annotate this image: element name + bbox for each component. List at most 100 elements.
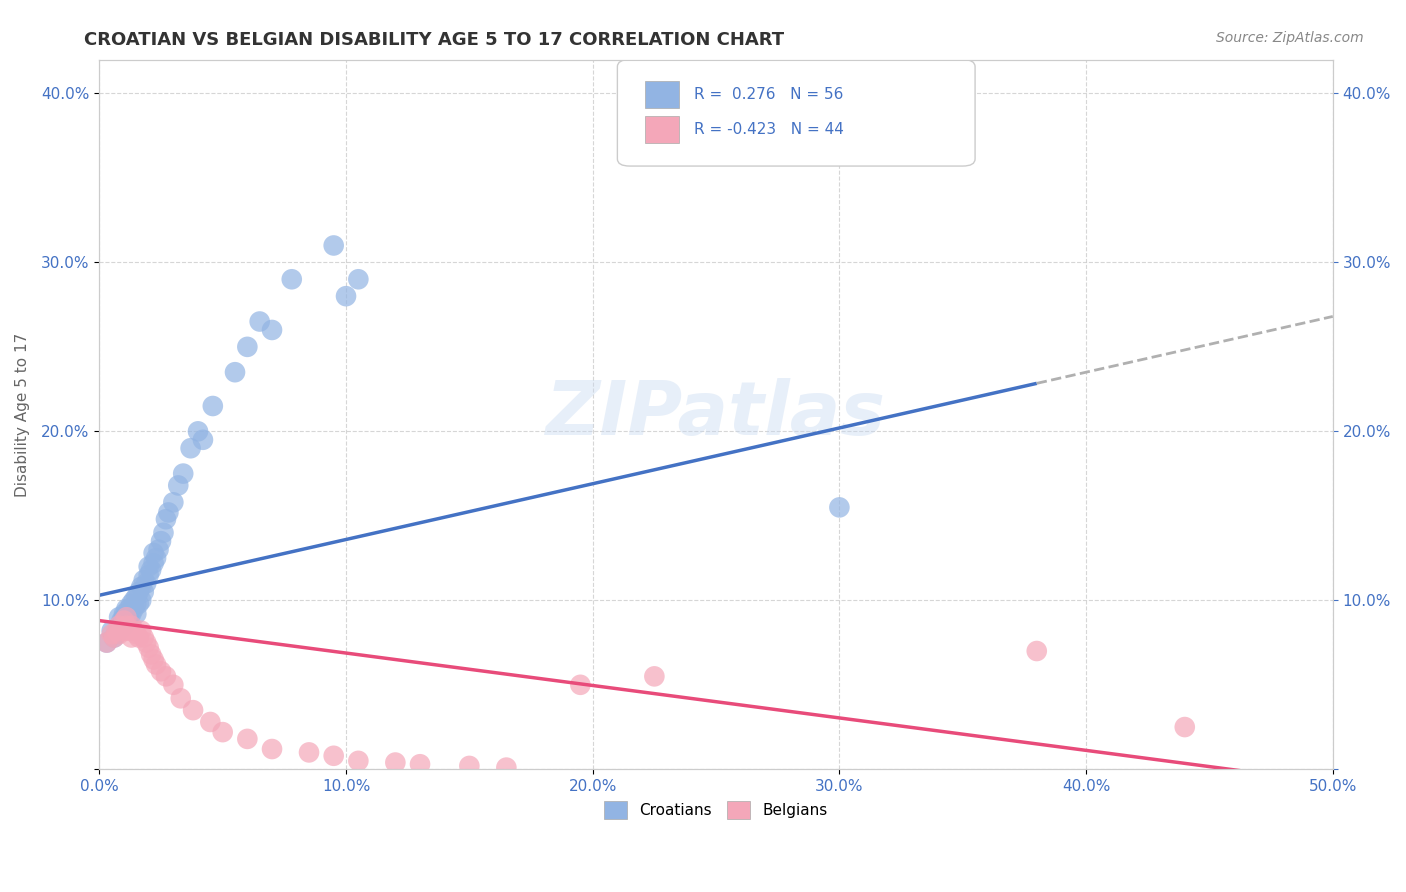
Point <box>347 272 370 286</box>
Point <box>108 624 131 638</box>
Y-axis label: Disability Age 5 to 17: Disability Age 5 to 17 <box>15 333 30 497</box>
Point <box>335 289 357 303</box>
Point <box>152 525 174 540</box>
Point <box>142 546 165 560</box>
Point <box>162 678 184 692</box>
Point <box>201 399 224 413</box>
Point <box>125 597 148 611</box>
Point <box>155 669 177 683</box>
Point <box>128 585 150 599</box>
Point <box>132 585 155 599</box>
Point <box>145 551 167 566</box>
Point <box>122 593 145 607</box>
Point <box>298 746 321 760</box>
Point <box>132 631 155 645</box>
Point <box>1025 644 1047 658</box>
FancyBboxPatch shape <box>644 116 679 144</box>
Point <box>129 593 152 607</box>
Point <box>150 665 173 679</box>
Point <box>139 648 162 662</box>
Text: R =  0.276   N = 56: R = 0.276 N = 56 <box>693 87 844 102</box>
Point <box>103 631 125 645</box>
Point <box>138 568 160 582</box>
Point <box>236 340 259 354</box>
Point <box>125 590 148 604</box>
Point <box>108 610 131 624</box>
Point <box>157 506 180 520</box>
Point <box>828 500 851 515</box>
Point <box>1174 720 1197 734</box>
Point <box>115 618 138 632</box>
Point <box>110 618 132 632</box>
Point <box>96 635 118 649</box>
Point <box>120 631 142 645</box>
Point <box>125 607 148 621</box>
Text: Source: ZipAtlas.com: Source: ZipAtlas.com <box>1216 31 1364 45</box>
Point <box>187 425 209 439</box>
Point <box>120 607 142 621</box>
Point <box>135 635 157 649</box>
Point <box>105 627 128 641</box>
Point <box>167 478 190 492</box>
Point <box>118 610 141 624</box>
Point <box>115 601 138 615</box>
Point <box>142 556 165 570</box>
Point <box>347 754 370 768</box>
Point <box>139 563 162 577</box>
Point <box>112 607 135 621</box>
Point <box>100 627 122 641</box>
Point <box>384 756 406 770</box>
Point <box>128 631 150 645</box>
Point <box>125 627 148 641</box>
Point <box>110 622 132 636</box>
Point <box>569 678 592 692</box>
Point <box>103 631 125 645</box>
Point <box>172 467 194 481</box>
Point <box>162 495 184 509</box>
Point <box>108 618 131 632</box>
Point <box>211 725 233 739</box>
Point <box>180 442 202 456</box>
Point <box>118 624 141 638</box>
Point <box>224 365 246 379</box>
Point <box>112 614 135 628</box>
Point <box>120 618 142 632</box>
Legend: Croatians, Belgians: Croatians, Belgians <box>598 795 834 825</box>
Point <box>409 757 432 772</box>
FancyBboxPatch shape <box>617 60 976 166</box>
Point <box>135 576 157 591</box>
Point <box>643 669 665 683</box>
Point <box>181 703 204 717</box>
Point <box>118 601 141 615</box>
Point <box>115 614 138 628</box>
Point <box>129 580 152 594</box>
Point <box>145 657 167 672</box>
Point <box>249 314 271 328</box>
Point <box>281 272 304 286</box>
Point <box>110 614 132 628</box>
Point <box>120 597 142 611</box>
Point <box>132 573 155 587</box>
Point <box>138 640 160 655</box>
Text: ZIPatlas: ZIPatlas <box>546 378 886 451</box>
Point <box>112 624 135 638</box>
Point <box>105 624 128 638</box>
Point <box>260 742 283 756</box>
Point <box>322 748 344 763</box>
Point <box>115 610 138 624</box>
Point <box>495 761 517 775</box>
Point <box>112 618 135 632</box>
Point <box>122 601 145 615</box>
Point <box>170 691 193 706</box>
Point <box>129 624 152 638</box>
Point <box>155 512 177 526</box>
Point <box>100 624 122 638</box>
Point <box>142 652 165 666</box>
Point <box>112 610 135 624</box>
Point <box>458 759 481 773</box>
Text: R = -0.423   N = 44: R = -0.423 N = 44 <box>693 122 844 137</box>
Point <box>260 323 283 337</box>
Point <box>148 542 170 557</box>
Point <box>200 714 222 729</box>
Point <box>128 597 150 611</box>
